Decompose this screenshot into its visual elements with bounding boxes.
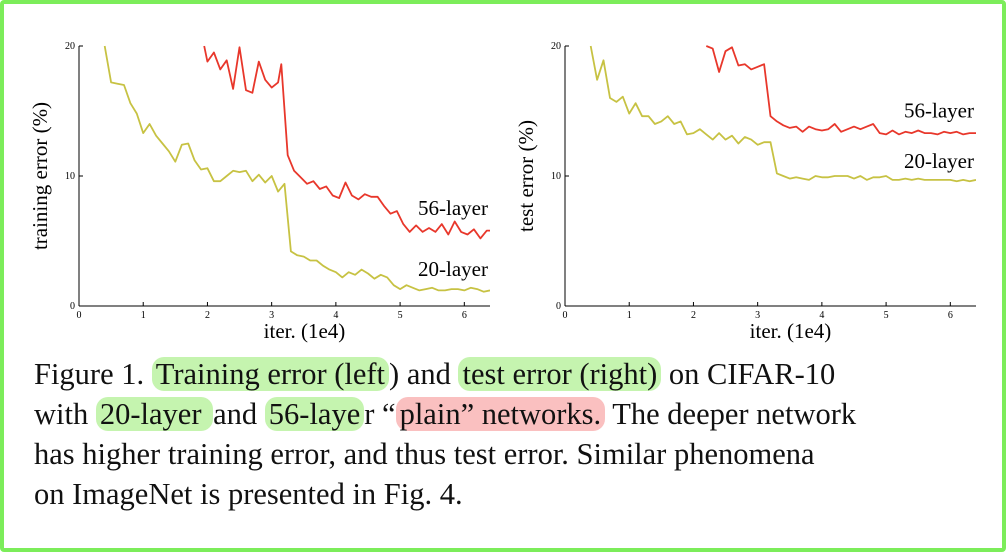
y-axis-label: training error (%)	[28, 102, 52, 250]
figure-caption: Figure 1. Training error (left) and test…	[34, 354, 984, 514]
series-label-56-layer: 56-layer	[418, 196, 488, 220]
caption-text: with	[34, 397, 96, 431]
highlight-training-error: Training error (left	[151, 357, 390, 391]
y-tick-label: 10	[551, 171, 561, 182]
y-tick-label: 0	[556, 301, 561, 312]
highlight-20-layer: 20-layer	[95, 397, 214, 431]
y-tick-label: 20	[65, 41, 75, 52]
caption-text: and	[213, 397, 265, 431]
caption-line-1: Figure 1. Training error (left) and test…	[34, 357, 835, 391]
y-tick-label: 10	[65, 171, 75, 182]
caption-text: The deeper network	[605, 397, 857, 431]
series-line-56-layer	[705, 45, 976, 136]
x-tick-label: 2	[691, 310, 696, 321]
series-line-20-layer	[103, 45, 490, 293]
x-tick-label: 3	[755, 310, 760, 321]
series-label-20-layer: 20-layer	[904, 149, 974, 173]
series-line-56-layer	[203, 45, 490, 240]
x-axis-label: iter. (1e4)	[750, 319, 832, 343]
caption-text: Figure 1.	[34, 357, 152, 391]
test-error-chart: 0 1 2 3 4 5 6 0 10 20 iter. (1e4) test error (%) 56-…	[514, 41, 976, 343]
caption-line-4: on ImageNet is presented in Fig. 4.	[34, 477, 463, 511]
caption-line-3: has higher training error, and thus test…	[34, 437, 815, 471]
caption-line-2: with 20-layer and 56-laye r “plain” netwo…	[34, 397, 856, 431]
series-label-20-layer: 20-layer	[418, 257, 488, 281]
x-tick-label: 0	[77, 310, 82, 321]
x-tick-label: 5	[884, 310, 889, 321]
x-tick-label: 2	[205, 310, 210, 321]
highlight-plain-networks: plain” networks.	[395, 397, 606, 431]
y-axis-label: test error (%)	[514, 120, 538, 232]
y-tick-label: 20	[551, 41, 561, 52]
y-tick-label: 0	[70, 301, 75, 312]
training-error-chart: 0 1 2 3 4 5 6 0 10 20 iter. (1e4) training error (%…	[28, 41, 490, 343]
x-tick-label: 4	[333, 310, 338, 321]
caption-text: ) and	[389, 357, 459, 391]
x-tick-label: 1	[627, 310, 632, 321]
series-line-20-layer	[589, 45, 976, 183]
x-axis-label: iter. (1e4)	[264, 319, 346, 343]
caption-text: on CIFAR-10	[661, 357, 836, 391]
x-tick-label: 0	[563, 310, 568, 321]
highlight-test-error: test error (right)	[458, 357, 662, 391]
caption-text: r “	[364, 397, 396, 431]
x-tick-label: 3	[269, 310, 274, 321]
x-tick-label: 6	[462, 310, 467, 321]
x-tick-label: 6	[948, 310, 953, 321]
x-tick-label: 4	[819, 310, 824, 321]
x-tick-label: 5	[398, 310, 403, 321]
highlight-56-layer: 56-laye	[264, 397, 365, 431]
series-label-56-layer: 56-layer	[904, 99, 974, 123]
x-tick-label: 1	[141, 310, 146, 321]
